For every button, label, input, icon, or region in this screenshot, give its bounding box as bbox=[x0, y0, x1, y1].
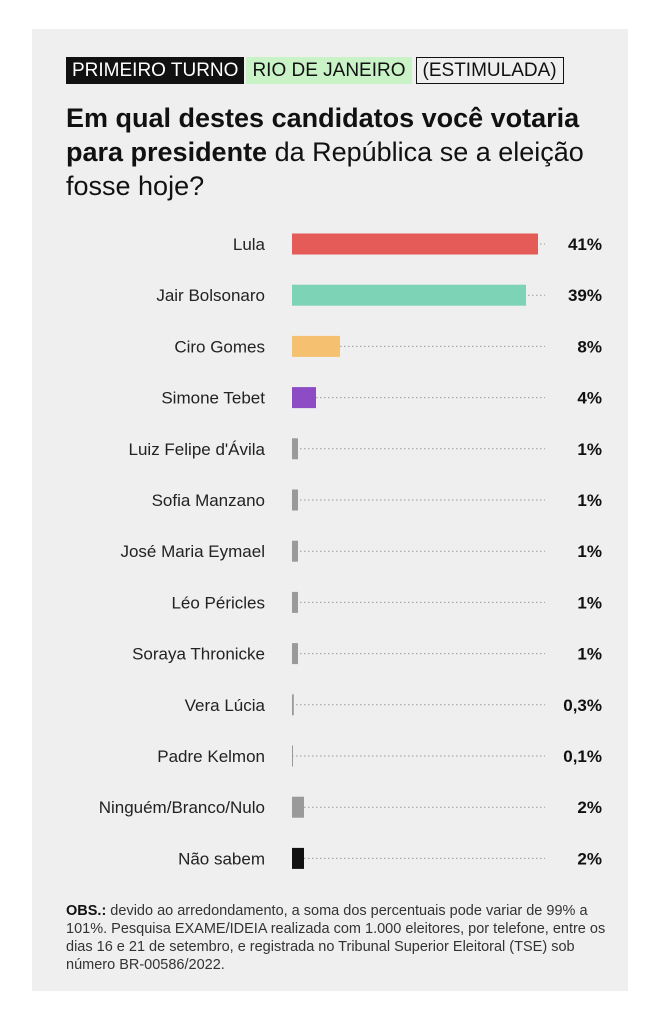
value-label: 41% bbox=[568, 235, 602, 254]
obs-text: devido ao arredondamento, a soma dos per… bbox=[66, 903, 606, 973]
bar bbox=[292, 694, 294, 716]
value-label: 1% bbox=[577, 491, 602, 510]
tag-row: PRIMEIRO TURNO RIO DE JANEIRO (ESTIMULAD… bbox=[66, 57, 564, 84]
bar bbox=[292, 540, 298, 562]
bar bbox=[292, 387, 316, 409]
bar bbox=[292, 745, 293, 767]
value-label: 1% bbox=[577, 542, 602, 561]
category-label: Jair Bolsonaro bbox=[156, 286, 265, 305]
bar bbox=[292, 796, 304, 818]
category-label: Vera Lúcia bbox=[185, 696, 266, 715]
bar bbox=[292, 643, 298, 665]
headline-regular: da República se a eleição fosse hoje? bbox=[66, 137, 584, 201]
value-label: 1% bbox=[577, 593, 602, 612]
value-label: 39% bbox=[568, 286, 602, 305]
bar bbox=[292, 335, 340, 357]
bar bbox=[292, 438, 298, 460]
bar-chart: Lula 41% Jair Bolsonaro 39% Ciro Gomes 8% Simo… bbox=[99, 233, 602, 869]
category-label: Padre Kelmon bbox=[157, 747, 265, 766]
category-label: Luiz Felipe d'Ávila bbox=[129, 440, 266, 459]
category-label: Ciro Gomes bbox=[174, 337, 265, 356]
category-label: Léo Péricles bbox=[171, 593, 265, 612]
obs-label: OBS.: bbox=[66, 903, 107, 919]
bar bbox=[292, 489, 298, 511]
value-label: 1% bbox=[577, 645, 602, 664]
value-label: 2% bbox=[577, 798, 602, 817]
value-label: 1% bbox=[577, 440, 602, 459]
headline-bold: Em qual destes candidatos você votaria p… bbox=[66, 103, 580, 167]
chart-headline: Em qual destes candidatos você votaria p… bbox=[66, 101, 596, 203]
value-label: 8% bbox=[577, 337, 602, 356]
category-label: Lula bbox=[233, 235, 266, 254]
category-label: Soraya Thronicke bbox=[132, 645, 265, 664]
value-label: 4% bbox=[577, 389, 602, 408]
methodology-note: OBS.: devido ao arredondamento, a soma d… bbox=[66, 902, 606, 974]
category-label: Simone Tebet bbox=[161, 389, 265, 408]
round-tag: PRIMEIRO TURNO bbox=[66, 57, 245, 84]
type-tag: (ESTIMULADA) bbox=[415, 57, 564, 84]
value-label: 0,3% bbox=[563, 696, 602, 715]
bar bbox=[292, 591, 298, 613]
category-label: Não sabem bbox=[178, 849, 265, 868]
state-tag: RIO DE JANEIRO bbox=[246, 57, 412, 84]
value-label: 2% bbox=[577, 849, 602, 868]
bar bbox=[292, 284, 526, 306]
category-label: Ninguém/Branco/Nulo bbox=[99, 798, 265, 817]
value-label: 0,1% bbox=[563, 747, 602, 766]
bar bbox=[292, 847, 304, 869]
bar bbox=[292, 233, 538, 255]
category-label: Sofia Manzano bbox=[152, 491, 265, 510]
infographic-card: PRIMEIRO TURNO RIO DE JANEIRO (ESTIMULAD… bbox=[32, 29, 628, 991]
category-label: José Maria Eymael bbox=[120, 542, 265, 561]
